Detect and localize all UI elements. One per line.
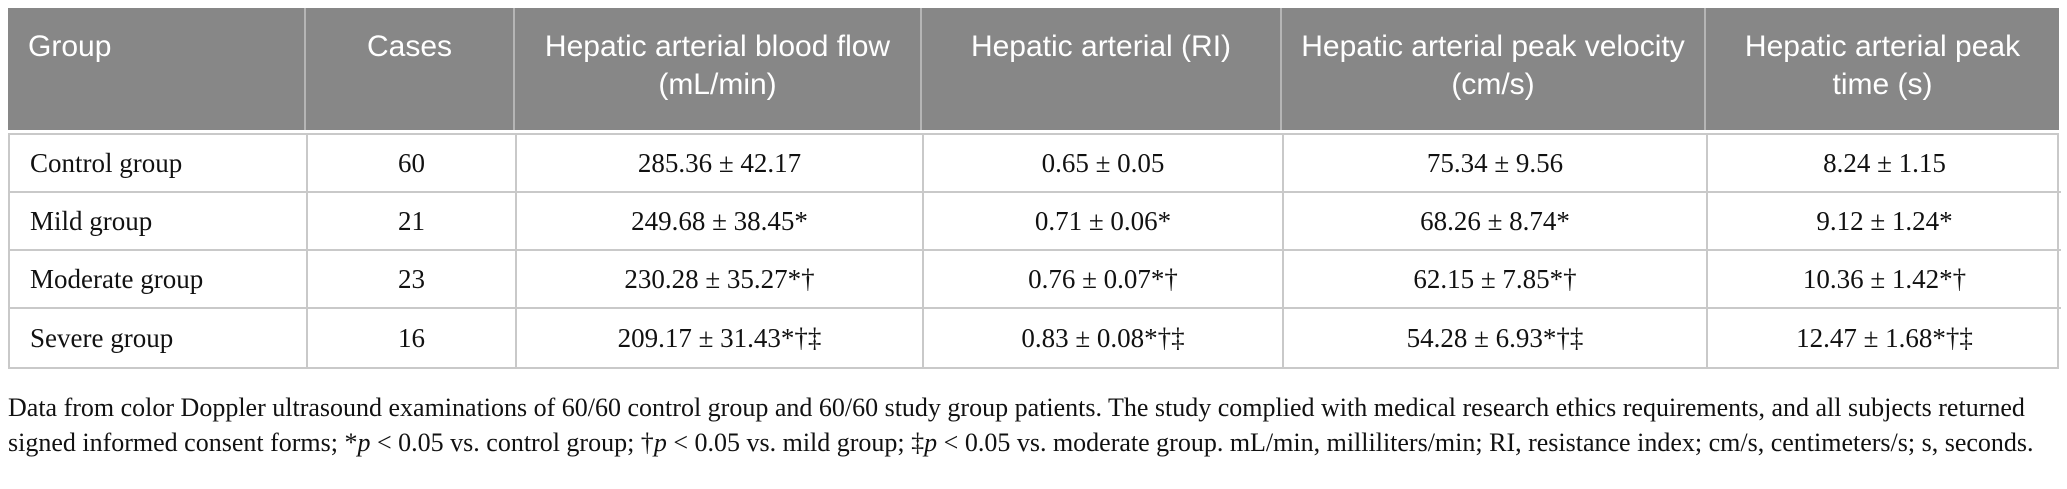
value-cell: 16 — [308, 309, 517, 367]
value-cell: 21 — [308, 193, 517, 251]
column-header: Hepatic arterial peak velocity (cm/s) — [1282, 8, 1706, 130]
table-header-row: Group Cases Hepatic arterial blood flow (m… — [8, 8, 2059, 130]
value-cell: 60 — [308, 135, 517, 193]
footnote-segment: p — [357, 428, 371, 457]
footnote-segment: p — [924, 428, 938, 457]
row-label-cell: Moderate group — [10, 251, 308, 309]
table-body: Control group 60 285.36 ± 42.17 0.65 ± 0.05… — [8, 133, 2061, 369]
column-header: Group — [8, 8, 306, 130]
value-cell: 0.76 ± 0.07*† — [924, 251, 1284, 309]
value-cell: 9.12 ± 1.24* — [1708, 193, 2061, 251]
value-cell: 249.68 ± 38.45* — [517, 193, 924, 251]
footnote-segment: Data from color Doppler ultrasound exami… — [8, 393, 2025, 457]
footnote-segment: < 0.05 vs. control group; † — [370, 428, 654, 457]
column-header: Cases — [306, 8, 515, 130]
value-cell: 75.34 ± 9.56 — [1284, 135, 1708, 193]
value-cell: 285.36 ± 42.17 — [517, 135, 924, 193]
value-cell: 0.71 ± 0.06* — [924, 193, 1284, 251]
value-cell: 12.47 ± 1.68*†‡ — [1796, 322, 1973, 353]
value-cell: 68.26 ± 8.74* — [1284, 193, 1708, 251]
row-label-cell: Mild group — [10, 193, 308, 251]
value-cell: 0.83 ± 0.08*†‡ — [924, 309, 1284, 367]
value-cell: 209.17 ± 31.43*†‡ — [517, 309, 924, 367]
footnote-segment: p — [653, 428, 667, 457]
table-footnote: Data from color Doppler ultrasound exami… — [8, 390, 2057, 460]
row-label-cell: Severe group — [10, 309, 308, 367]
column-header: Hepatic arterial (RI) — [922, 8, 1282, 130]
value-cell: 230.28 ± 35.27*† — [517, 251, 924, 309]
column-header: Hepatic arterial peak time (s) — [1744, 30, 2021, 101]
footnote-segment: < 0.05 vs. mild group; ‡ — [666, 428, 925, 457]
value-cell: 8.24 ± 1.15 — [1708, 135, 2061, 193]
column-header: Hepatic arterial blood flow (mL/min) — [515, 8, 922, 130]
value-cell: 54.28 ± 6.93*†‡ — [1284, 309, 1708, 367]
value-cell: 62.15 ± 7.85*† — [1284, 251, 1708, 309]
row-label-cell: Control group — [10, 135, 308, 193]
value-cell: 10.36 ± 1.42*† — [1708, 251, 2061, 309]
value-cell: 23 — [308, 251, 517, 309]
footnote-segment: < 0.05 vs. moderate group. mL/min, milli… — [937, 428, 2034, 457]
value-cell: 0.65 ± 0.05 — [924, 135, 1284, 193]
